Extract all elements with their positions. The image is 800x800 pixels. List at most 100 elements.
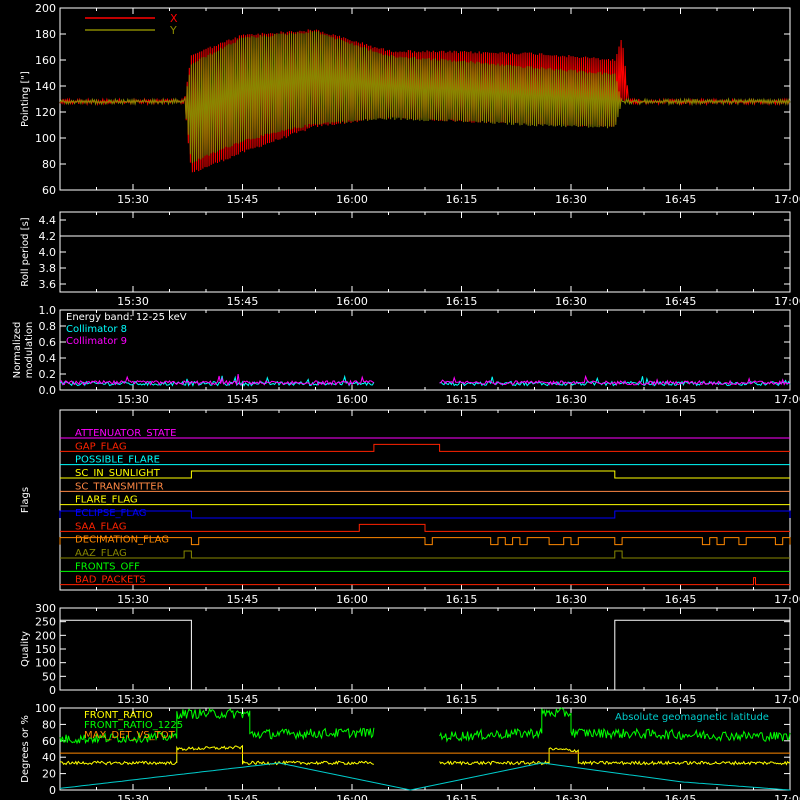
- x-tick-label: 17:00: [774, 295, 800, 308]
- x-tick-label: 16:15: [446, 793, 478, 800]
- y-tick-label: 120: [35, 106, 56, 119]
- x-tick-label: 15:30: [117, 393, 149, 406]
- y-tick-label: 0.2: [39, 368, 57, 381]
- legend-label: FRONT_RATIO_1225: [84, 720, 183, 731]
- x-tick-label: 16:30: [555, 793, 587, 800]
- x-tick-label: 16:15: [446, 393, 478, 406]
- flag-label: SC_TRANSMITTER: [75, 481, 164, 492]
- y-tick-label: 80: [42, 158, 56, 171]
- y-axis-label: Roll period [s]: [20, 217, 31, 286]
- y-tick-label: 0: [49, 684, 56, 697]
- y-axis-label: modulation: [24, 322, 35, 379]
- y-tick-label: 100: [35, 657, 56, 670]
- y-tick-label: 200: [35, 629, 56, 642]
- x-tick-label: 16:15: [446, 693, 478, 706]
- series-y-line: [59, 30, 791, 164]
- x-tick-label: 16:30: [555, 295, 587, 308]
- flag-trace: [60, 470, 790, 479]
- y-tick-label: 3.6: [39, 278, 57, 291]
- flag-label: DECIMATION_FLAG: [75, 535, 169, 546]
- x-tick-label: 16:45: [665, 193, 697, 206]
- y-tick-label: 50: [42, 670, 56, 683]
- x-tick-label: 17:00: [774, 593, 800, 606]
- x-tick-label: 17:00: [774, 693, 800, 706]
- x-tick-label: 15:45: [227, 393, 259, 406]
- flag-trace: [59, 537, 791, 546]
- x-tick-label: 16:30: [555, 393, 587, 406]
- series-line: [59, 744, 791, 766]
- x-tick-label: 15:45: [227, 693, 259, 706]
- flag-label: ATTENUATOR_STATE: [75, 428, 176, 439]
- y-tick-label: 300: [35, 602, 56, 615]
- panel-1: 15:30 15:45 16:00 16:15 16:30 16:45 17:00 60 80 1…: [20, 2, 800, 206]
- y-tick-label: 60: [42, 735, 56, 748]
- x-tick-label: 16:00: [336, 693, 368, 706]
- x-tick-label: 15:45: [227, 295, 259, 308]
- y-tick-label: 0.6: [39, 336, 57, 349]
- x-tick-label: 16:30: [555, 693, 587, 706]
- flag-label: BAD_PACKETS: [75, 575, 146, 586]
- x-tick-label: 16:00: [336, 193, 368, 206]
- geomagnetic-label: Absolute geomagnetic latitude: [615, 712, 769, 723]
- panel-2: 15:30 15:45 16:00 16:15 16:30 16:45 17:00 3.6 3.…: [20, 211, 800, 308]
- y-tick-label: 4.4: [39, 214, 57, 227]
- x-tick-label: 15:30: [117, 593, 149, 606]
- y-tick-label: 20: [42, 768, 56, 781]
- y-tick-label: 160: [35, 54, 56, 67]
- x-tick-label: 15:30: [117, 793, 149, 800]
- x-tick-label: 16:15: [446, 193, 478, 206]
- modulation-line: [439, 376, 791, 387]
- x-tick-label: 16:00: [336, 593, 368, 606]
- energy-band-label: Energy band: 12-25 keV: [66, 312, 187, 323]
- x-tick-label: 17:00: [774, 393, 800, 406]
- x-tick-label: 16:45: [665, 793, 697, 800]
- y-tick-label: 80: [42, 718, 56, 731]
- y-tick-label: 0: [49, 784, 56, 797]
- x-tick-label: 16:15: [446, 593, 478, 606]
- modulation-line: [59, 374, 375, 387]
- x-tick-label: 15:30: [117, 193, 149, 206]
- x-tick-label: 15:30: [117, 295, 149, 308]
- x-tick-label: 15:30: [117, 693, 149, 706]
- flag-label: AAZ_FLAG: [75, 548, 127, 559]
- modulation-line: [439, 374, 791, 386]
- y-tick-label: 0.0: [39, 384, 57, 397]
- flag-label: SC_IN_SUNLIGHT: [75, 468, 161, 479]
- y-tick-label: 40: [42, 751, 56, 764]
- series-line: [59, 762, 791, 791]
- y-axis-label: Flags: [20, 487, 31, 513]
- plot-frame: [59, 211, 791, 293]
- x-tick-label: 16:45: [665, 693, 697, 706]
- y-tick-label: 0.4: [39, 352, 57, 365]
- x-tick-label: 16:45: [665, 295, 697, 308]
- y-tick-label: 100: [35, 702, 56, 715]
- series-line: [59, 707, 791, 745]
- flag-label: FLARE_FLAG: [75, 495, 138, 506]
- legend-label-x: X: [170, 12, 178, 25]
- quality-line: [60, 619, 790, 691]
- flag-label: GAP_FLAG: [75, 441, 127, 452]
- panel-6: 15:30 15:45 16:00 16:15 16:30 16:45 17:00 0 20 40…: [20, 702, 800, 800]
- y-axis-label: Normalized: [12, 322, 23, 379]
- flag-label: POSSIBLE_FLARE: [75, 455, 160, 466]
- x-tick-label: 15:45: [227, 193, 259, 206]
- flag-label: ECLIPSE_FLAG: [75, 508, 146, 519]
- flag-trace: [59, 510, 791, 519]
- legend-label-y: Y: [169, 24, 177, 37]
- y-tick-label: 4.2: [39, 230, 57, 243]
- y-tick-label: 180: [35, 28, 56, 41]
- flag-trace: [60, 577, 790, 586]
- x-tick-label: 17:00: [774, 193, 800, 206]
- legend-label: MAX_DET_VS_TOT: [84, 730, 176, 741]
- y-tick-label: 0.8: [39, 320, 57, 333]
- y-tick-label: 200: [35, 2, 56, 15]
- y-axis-label: Quality: [20, 631, 31, 667]
- flag-label: SAA_FLAG: [75, 521, 126, 532]
- panel-3: 15:30 15:45 16:00 16:15 16:30 16:45 17:00 0.0 0.…: [12, 304, 800, 406]
- x-tick-label: 17:00: [774, 793, 800, 800]
- x-tick-label: 16:15: [446, 295, 478, 308]
- y-tick-label: 1.0: [39, 304, 57, 317]
- legend-label: FRONT_RATIO: [84, 710, 153, 721]
- x-tick-label: 16:30: [555, 193, 587, 206]
